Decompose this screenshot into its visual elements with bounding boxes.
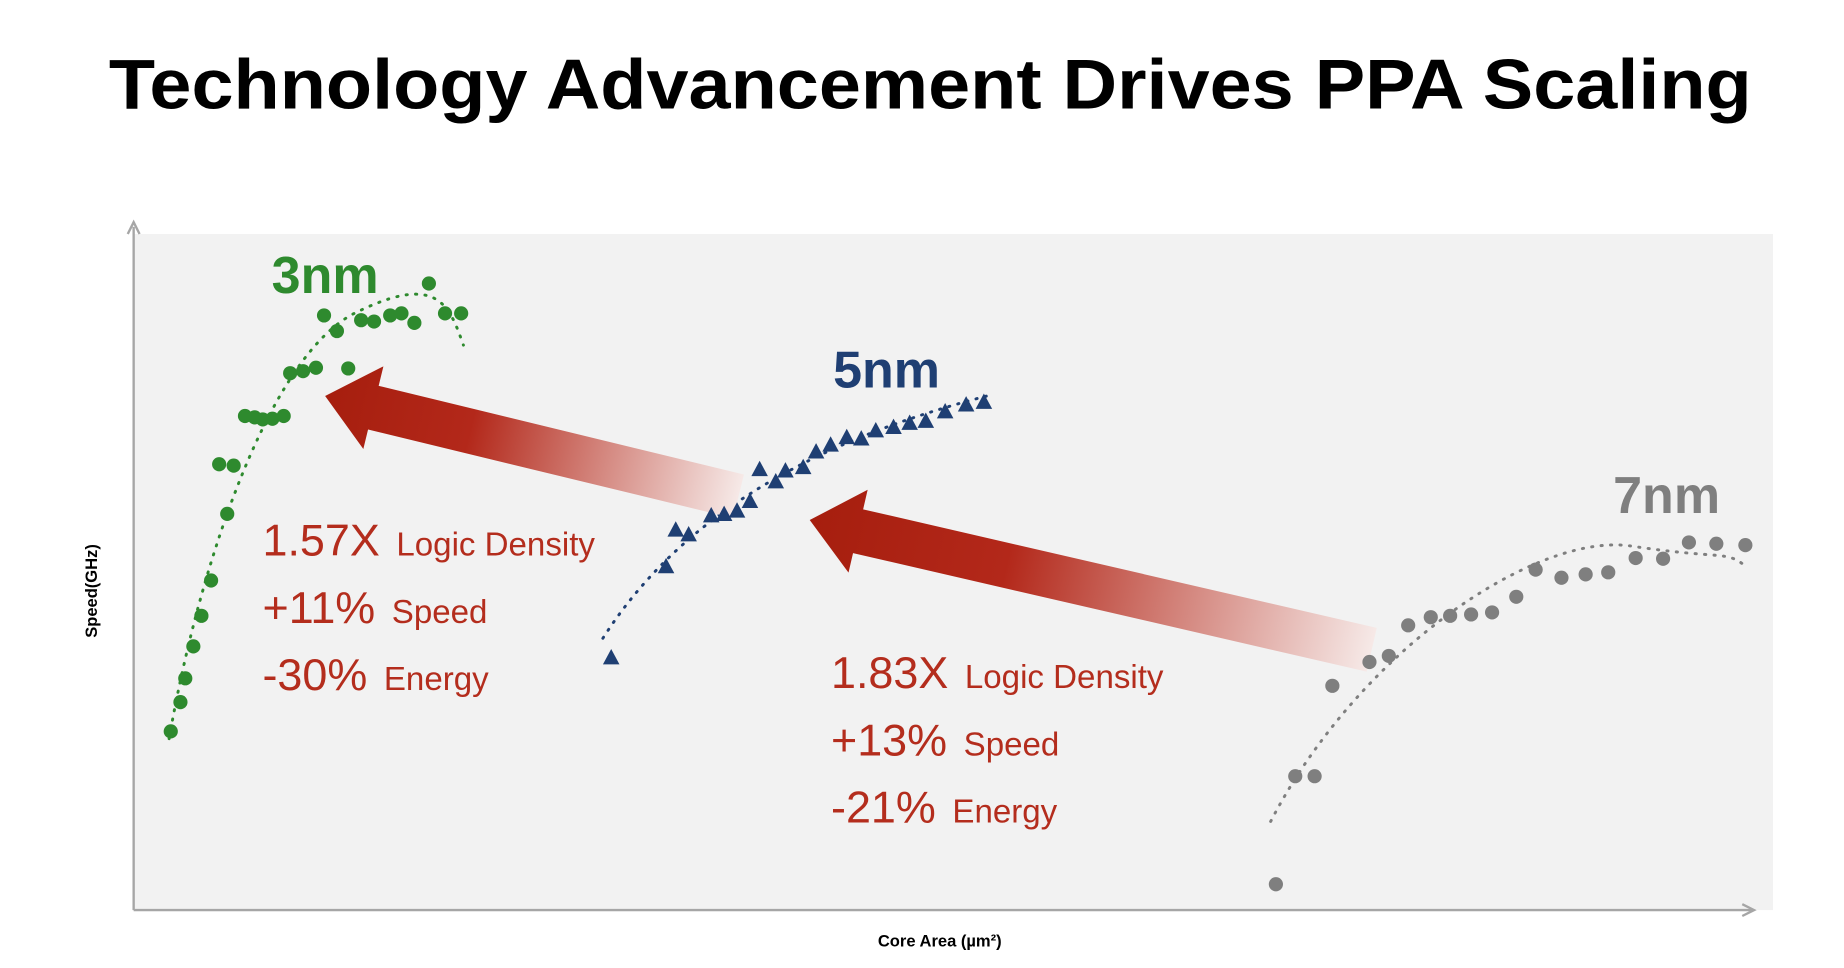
point xyxy=(394,306,409,321)
point xyxy=(454,306,469,321)
point xyxy=(212,457,227,472)
point xyxy=(867,422,885,438)
series-label: 3nm xyxy=(272,247,379,305)
point xyxy=(1464,607,1479,622)
point xyxy=(383,308,398,323)
point xyxy=(1307,769,1322,784)
point xyxy=(437,306,453,321)
point xyxy=(751,460,768,477)
point xyxy=(807,443,825,459)
annotation-label: Energy xyxy=(384,661,489,698)
point xyxy=(1601,565,1616,580)
point xyxy=(173,695,188,710)
point xyxy=(194,608,209,623)
point xyxy=(341,361,356,376)
marks xyxy=(163,276,1753,892)
point xyxy=(715,505,733,521)
series-label: 5nm xyxy=(833,342,940,400)
arrow xyxy=(325,366,744,519)
series-label: 7nm xyxy=(1613,467,1720,525)
point xyxy=(1325,678,1340,693)
point xyxy=(283,366,298,381)
point xyxy=(1738,538,1753,553)
annotation-value: 1.57X xyxy=(262,515,379,566)
point xyxy=(702,506,720,523)
point xyxy=(316,308,332,323)
trend-line xyxy=(601,394,989,640)
annotation-value: +11% xyxy=(262,582,375,633)
annotation-label: Logic Density xyxy=(965,659,1164,696)
point xyxy=(421,276,436,291)
point xyxy=(1509,589,1524,604)
x-axis-arrow xyxy=(1741,903,1757,918)
chart-title: Technology Advancement Drives PPA Scalin… xyxy=(109,46,1752,125)
point xyxy=(226,458,241,473)
point xyxy=(1554,570,1569,585)
point xyxy=(1681,535,1696,550)
annotation-label: Energy xyxy=(952,794,1057,831)
point xyxy=(852,430,870,446)
point xyxy=(885,418,902,434)
x-axis-label: Core Area (µm²) xyxy=(878,932,1002,951)
point xyxy=(220,506,235,521)
point xyxy=(667,521,685,537)
point xyxy=(1443,608,1458,623)
point xyxy=(936,402,954,419)
point xyxy=(767,472,785,489)
annotation-value: +13% xyxy=(831,714,947,765)
point xyxy=(957,396,975,412)
point xyxy=(407,315,422,330)
point xyxy=(186,639,201,654)
point xyxy=(366,314,382,329)
point xyxy=(276,408,291,424)
annotation-value: 1.83X xyxy=(831,647,948,698)
arrow xyxy=(809,489,1377,672)
point xyxy=(1578,567,1593,582)
point xyxy=(602,648,620,665)
point xyxy=(1709,536,1724,551)
point xyxy=(1528,562,1543,577)
point xyxy=(657,557,675,574)
point xyxy=(354,313,369,328)
point xyxy=(1401,618,1416,633)
point xyxy=(741,492,759,509)
point xyxy=(308,360,324,375)
point xyxy=(680,525,697,542)
point xyxy=(204,573,219,588)
point xyxy=(1628,550,1643,566)
point xyxy=(1381,648,1396,664)
point xyxy=(1484,605,1500,620)
annotation-label: Speed xyxy=(964,726,1060,763)
point xyxy=(1423,610,1438,625)
annotation-value: -30% xyxy=(262,649,367,700)
point xyxy=(777,462,794,478)
point xyxy=(1268,877,1283,892)
point xyxy=(917,412,935,428)
point xyxy=(265,411,280,426)
point xyxy=(728,502,746,518)
point xyxy=(295,364,311,379)
y-axis-label: Speed(GHz) xyxy=(82,544,101,638)
point xyxy=(178,671,193,686)
annotation-label: Logic Density xyxy=(396,527,595,564)
annotation-value: -21% xyxy=(831,782,936,833)
point xyxy=(794,458,812,475)
y-axis-arrow xyxy=(126,219,141,235)
point xyxy=(1288,769,1303,784)
point xyxy=(329,323,345,339)
annotation-label: Speed xyxy=(392,594,488,631)
point xyxy=(838,428,856,445)
point xyxy=(163,724,178,739)
point xyxy=(822,436,839,452)
point xyxy=(1362,654,1377,670)
point xyxy=(1656,551,1671,566)
point xyxy=(975,393,993,409)
trend-line xyxy=(167,292,465,741)
point xyxy=(901,414,918,430)
